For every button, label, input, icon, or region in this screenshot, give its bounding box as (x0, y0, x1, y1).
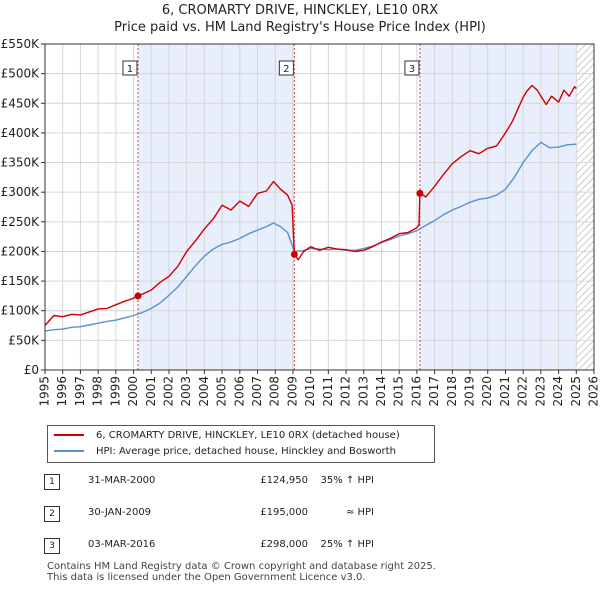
x-tick-label: 2015 (392, 376, 406, 407)
price-chart: 1 2 3 1995 1996 1997 1998 1999 2000 2001 2002 2003… (1, 37, 600, 407)
shaded-period (419, 44, 577, 370)
sale-point (290, 250, 298, 258)
shaded-periods (45, 44, 594, 370)
x-tick-labels: 1995 1996 1997 1998 1999 2000 2001 2002 2003 2004… (38, 376, 600, 407)
x-tick-label: 2009 (285, 376, 299, 407)
footer-copyright: Contains HM Land Registry data © Crown c… (47, 561, 436, 572)
footer: Contains HM Land Registry data © Crown c… (47, 561, 436, 583)
x-tick-label: 1998 (91, 376, 105, 407)
x-tick-label: 2017 (427, 376, 441, 407)
x-tick-label: 2005 (215, 376, 229, 407)
legend-label-property: 6, CROMARTY DRIVE, HINCKLEY, LE10 0RX (d… (96, 430, 400, 441)
y-tick-label: £200K (1, 244, 41, 258)
y-tick-label: £50K (8, 333, 40, 347)
x-tick-label: 2000 (126, 376, 140, 407)
x-tick-label: 2013 (356, 376, 370, 407)
sale-marker-label: 3 (409, 64, 415, 75)
sale-row: 1 31-MAR-2000 £124,950 35% ↑ HPI (42, 470, 462, 492)
shaded-period (137, 44, 295, 370)
legend-swatch-hpi (54, 450, 84, 452)
x-tick-label: 2010 (303, 376, 317, 407)
sale-hpi-comparison: 25% ↑ HPI (320, 539, 374, 550)
y-tick-labels: £0 £50K £100K £150K £200K £250K £300K £350K £400… (1, 37, 41, 377)
series-lines (44, 84, 577, 332)
sale-row: 2 30-JAN-2009 £195,000 ≈ HPI (42, 502, 462, 524)
y-tick-label: £250K (1, 215, 41, 229)
x-tick-label: 2011 (321, 376, 335, 407)
y-tick-label: £0 (24, 363, 39, 377)
y-tick-label: £300K (1, 185, 41, 199)
y-tick-label: £150K (1, 274, 41, 288)
sale-price: £298,000 (260, 539, 308, 550)
x-tick-label: 1996 (55, 376, 69, 407)
x-tick-label: 2026 (587, 376, 600, 407)
sale-date: 30-JAN-2009 (88, 507, 152, 518)
x-tick-label: 2001 (144, 376, 158, 407)
y-tick-label: £500K (1, 67, 41, 81)
x-tick-label: 2016 (409, 376, 423, 407)
sale-hpi-comparison: 35% ↑ HPI (320, 475, 374, 486)
forecast-hatch (576, 44, 594, 370)
legend-item-hpi: HPI: Average price, detached house, Hinc… (54, 445, 396, 459)
axes (41, 43, 595, 374)
x-tick-label: 2024 (551, 376, 565, 407)
legend: 6, CROMARTY DRIVE, HINCKLEY, LE10 0RX (d… (47, 425, 435, 463)
sale-row: 3 03-MAR-2016 £298,000 25% ↑ HPI (42, 534, 462, 556)
sale-date: 31-MAR-2000 (88, 475, 156, 486)
x-tick-label: 2006 (232, 376, 246, 407)
y-tick-label: £350K (1, 156, 41, 170)
x-tick-label: 2019 (463, 376, 477, 407)
sale-marker-label: 1 (127, 64, 133, 75)
sale-number-badge: 2 (44, 506, 60, 522)
sale-marker-box (122, 60, 138, 76)
x-tick-label: 2025 (569, 376, 583, 407)
x-tick-label: 2020 (480, 376, 494, 407)
x-tick-label: 1999 (108, 376, 122, 407)
y-tick-label: £550K (1, 37, 41, 51)
sale-markers: 1 2 3 (122, 60, 424, 300)
x-tick-label: 2007 (250, 376, 264, 407)
legend-item-property: 6, CROMARTY DRIVE, HINCKLEY, LE10 0RX (d… (54, 429, 400, 443)
legend-label-hpi: HPI: Average price, detached house, Hinc… (96, 446, 396, 457)
sale-point (134, 292, 142, 300)
chart-title-block: 6, CROMARTY DRIVE, HINCKLEY, LE10 0RX Pr… (0, 2, 600, 36)
x-tick-label: 2018 (445, 376, 459, 407)
x-tick-label: 2002 (161, 376, 175, 407)
x-tick-label: 2022 (516, 376, 530, 407)
sale-price: £195,000 (260, 507, 308, 518)
x-tick-label: 2004 (197, 376, 211, 407)
x-tick-label: 2012 (339, 376, 353, 407)
x-tick-label: 2023 (533, 376, 547, 407)
plot-frame (44, 43, 595, 371)
sale-marker-label: 2 (283, 64, 289, 75)
legend-swatch-property (54, 434, 84, 436)
sale-number-badge: 3 (44, 538, 60, 554)
x-tick-label: 2014 (374, 376, 388, 407)
chart-subtitle: Price paid vs. HM Land Registry's House … (114, 20, 486, 35)
footer-license: This data is licensed under the Open Gov… (47, 572, 366, 583)
y-tick-label: £450K (1, 96, 41, 110)
sale-price: £124,950 (260, 475, 308, 486)
x-tick-label: 2003 (179, 376, 193, 407)
x-tick-label: 2008 (268, 376, 282, 407)
y-tick-label: £400K (1, 126, 41, 140)
x-tick-label: 1995 (38, 376, 52, 407)
sale-marker-box (404, 60, 420, 76)
sale-point (416, 189, 424, 197)
chart-title: 6, CROMARTY DRIVE, HINCKLEY, LE10 0RX (161, 3, 439, 18)
sale-number-badge: 1 (44, 474, 60, 490)
y-tick-label: £100K (1, 304, 41, 318)
sale-marker-box (278, 60, 294, 76)
sale-date: 03-MAR-2016 (88, 539, 156, 550)
x-tick-label: 2021 (498, 376, 512, 407)
series-line (44, 84, 577, 326)
x-tick-label: 1997 (73, 376, 87, 407)
sale-hpi-comparison: ≈ HPI (345, 507, 374, 518)
